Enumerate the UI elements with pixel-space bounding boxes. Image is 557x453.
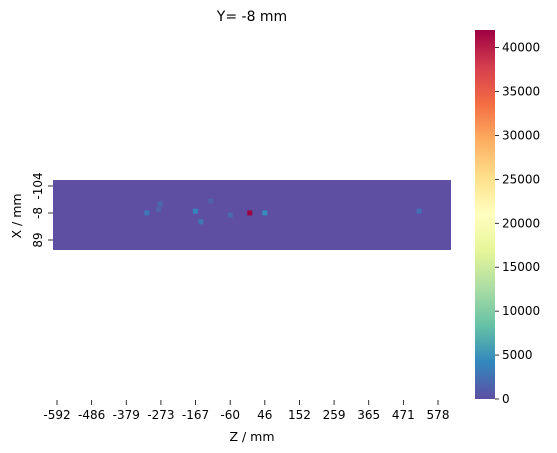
heatmap-cell-2 [192, 208, 198, 214]
colorbar-ticks: 0 5000 10000 15000 20000 25000 30000 35000 40000 [495, 41, 540, 406]
heatmap-cell-1 [262, 210, 268, 216]
x-tick-label: 365 [357, 408, 380, 422]
x-tick-label: 578 [427, 408, 450, 422]
colorbar-tick-label: 35000 [502, 85, 540, 99]
y-tick-label: -8 [31, 207, 45, 219]
x-tick-label: -273 [147, 408, 174, 422]
x-tick-label: -486 [78, 408, 105, 422]
heatmap-cell-5 [416, 208, 422, 214]
heatmap-cell-6 [157, 201, 163, 207]
heatmap-cell-4 [198, 219, 204, 225]
colorbar-tick-label: 20000 [502, 216, 540, 230]
heatmap-cell-0 [247, 210, 253, 216]
y-axis-label: X / mm [9, 193, 24, 238]
y-axis-ticks: -104 -8 89 [31, 172, 53, 248]
x-tick-label: -167 [182, 408, 209, 422]
colorbar-tick-label: 0 [502, 392, 510, 406]
heatmap-area [53, 180, 451, 250]
x-tick-label: 46 [257, 408, 272, 422]
x-tick-label: 471 [392, 408, 415, 422]
heatmap-cell-7 [227, 212, 233, 218]
x-tick-label: 259 [323, 408, 346, 422]
colorbar: 0 5000 10000 15000 20000 25000 30000 35000 40000 [475, 30, 540, 406]
x-axis-label: Z / mm [229, 429, 274, 444]
colorbar-tick-label: 40000 [502, 41, 540, 55]
x-tick-label: 152 [288, 408, 311, 422]
x-tick-label: -379 [113, 408, 140, 422]
colorbar-tick-label: 25000 [502, 172, 540, 186]
colorbar-tick-label: 15000 [502, 260, 540, 274]
chart-title: Y= -8 mm [216, 9, 287, 25]
colorbar-tick-label: 5000 [502, 348, 533, 362]
y-tick-label: -104 [31, 172, 45, 199]
hotspots [144, 198, 422, 225]
y-tick-label: 89 [31, 232, 45, 247]
x-tick-label: -60 [220, 408, 240, 422]
heatmap-cell-8 [208, 198, 214, 204]
x-axis-ticks: -592 -486 -379 -273 -167 -60 46 152 259 365 471 578 [43, 400, 449, 422]
heatmap-cell-9 [156, 207, 162, 212]
x-tick-label: -592 [43, 408, 70, 422]
heatmap-cell-3 [144, 210, 150, 216]
colorbar-tick-label: 30000 [502, 128, 540, 142]
colorbar-tick-label: 10000 [502, 304, 540, 318]
colorbar-gradient [475, 30, 495, 399]
